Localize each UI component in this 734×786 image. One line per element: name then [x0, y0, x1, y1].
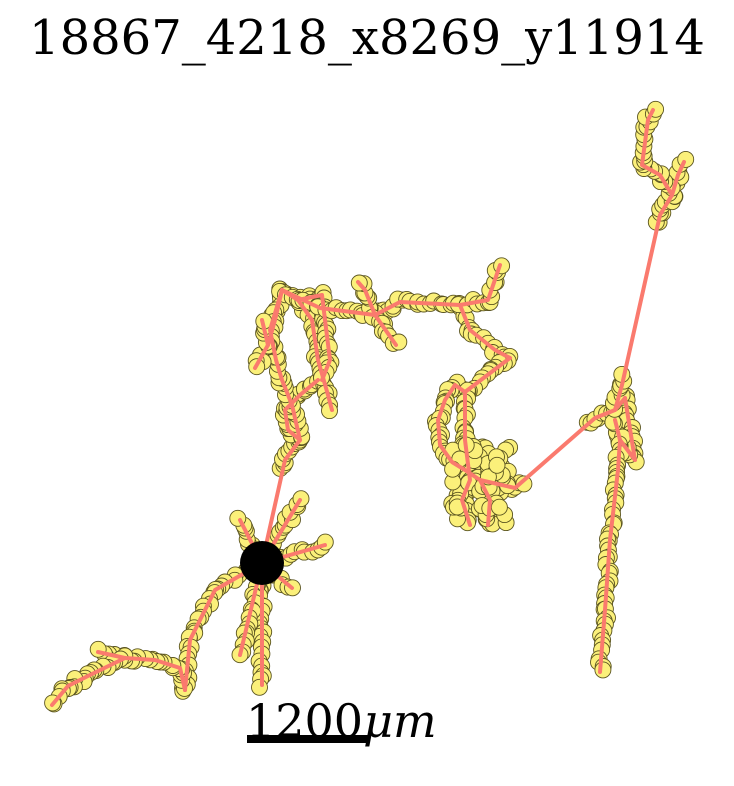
- trace-node: [677, 150, 695, 168]
- scalebar-line: [247, 735, 369, 743]
- trace-branch: [183, 561, 264, 692]
- trace-node: [594, 661, 612, 679]
- trace-node: [251, 678, 268, 696]
- trace-branch: [356, 280, 377, 317]
- trace-branch: [598, 438, 622, 674]
- trace-branches: [50, 108, 686, 707]
- trace-branch: [458, 303, 512, 360]
- trace-branch: [50, 656, 127, 707]
- trace-branch: [478, 396, 627, 490]
- trace-branch: [613, 396, 637, 462]
- trace-branch: [436, 356, 512, 527]
- trace-branch: [613, 160, 686, 412]
- trace-node: [488, 456, 506, 474]
- trace-branch: [296, 293, 332, 382]
- trace-branch: [460, 390, 472, 527]
- scalebar-unit: μm: [363, 694, 437, 748]
- trace-nodes: [44, 100, 695, 713]
- figure-title: 18867_4218_x8269_y11914: [29, 10, 705, 66]
- trace-branch: [373, 313, 398, 347]
- soma-marker: [240, 541, 284, 585]
- trace-branch: [260, 318, 270, 347]
- trace-branch: [96, 650, 187, 692]
- trace-branch: [458, 263, 502, 307]
- trace-branch: [640, 108, 674, 197]
- trace-branch: [260, 378, 320, 565]
- trace-node: [490, 498, 508, 516]
- trace-branch: [253, 288, 284, 370]
